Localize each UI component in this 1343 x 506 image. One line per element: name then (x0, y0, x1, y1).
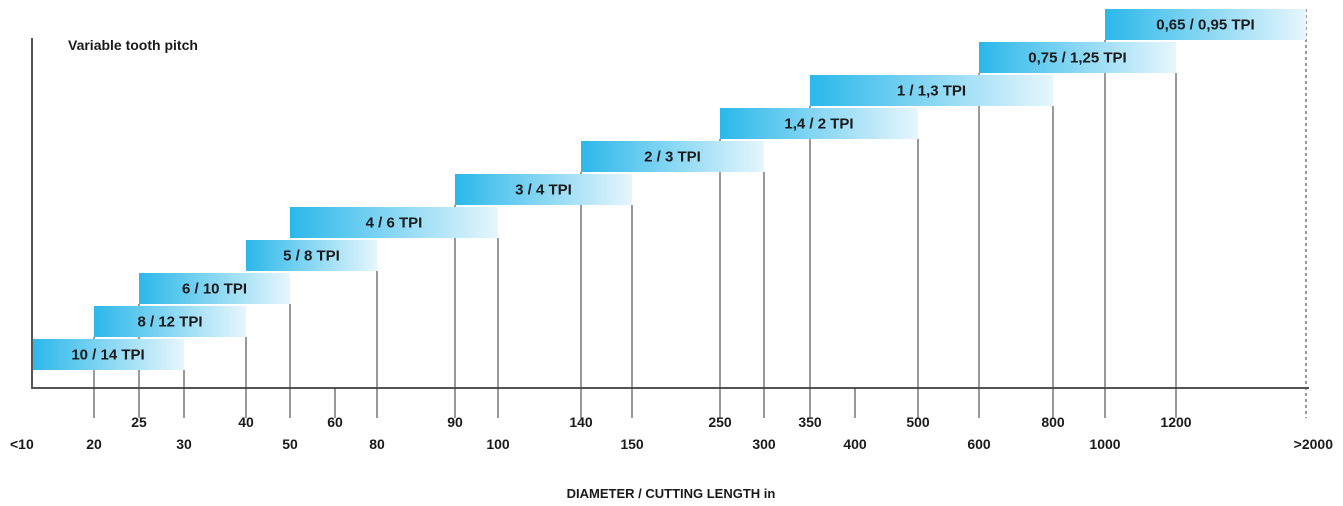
tick-label-90: 90 (447, 414, 463, 430)
tick-label-1200: 1200 (1160, 414, 1191, 430)
bar-label-5-8-tpi: 5 / 8 TPI (283, 248, 340, 265)
tick-label-40: 40 (238, 414, 254, 430)
bar-label-0-65-0-95-tpi: 0,65 / 0,95 TPI (1156, 17, 1254, 34)
tick-label-800: 800 (1041, 414, 1065, 430)
bar-3-4-tpi (455, 174, 632, 205)
bar-label-0-75-1-25-tpi: 0,75 / 1,25 TPI (1028, 50, 1126, 67)
chart-title: Variable tooth pitch (68, 37, 198, 53)
bar-drop-lines (93, 9, 1307, 418)
bar-1-1-3-tpi (810, 75, 1053, 106)
ticks-group: <10 20 25 30 40 50 60 80 90 100 140 150 250 300 350 400… (10, 388, 1333, 452)
tick-label-50: 50 (282, 436, 298, 452)
bars-group: 10 / 14 TPI 8 / 12 TPI 6 / 10 TPI 5 / 8 TPI… (32, 9, 1306, 370)
bar-label-4-6-tpi: 4 / 6 TPI (366, 215, 423, 232)
tick-label-80: 80 (369, 436, 385, 452)
tick-label-1000: 1000 (1089, 436, 1120, 452)
bar-label-2-3-tpi: 2 / 3 TPI (644, 149, 701, 166)
bar-label-1-1-3-tpi: 1 / 1,3 TPI (897, 83, 966, 100)
tick-label-10: <10 (10, 436, 34, 452)
tick-label-25: 25 (131, 414, 147, 430)
tick-label-60: 60 (327, 414, 343, 430)
bar-1-4-2-tpi (720, 108, 918, 139)
x-axis-label: DIAMETER / CUTTING LENGTH in (567, 486, 776, 501)
bar-2-3-tpi (581, 141, 764, 172)
bar-0-75-1-25-tpi (979, 42, 1176, 73)
tick-label-350: 350 (798, 414, 822, 430)
tick-label-2000: >2000 (1294, 436, 1334, 452)
tick-label-30: 30 (176, 436, 192, 452)
bar-4-6-tpi (290, 207, 498, 238)
tick-label-600: 600 (967, 436, 991, 452)
bar-5-8-tpi (246, 240, 377, 271)
tick-label-500: 500 (906, 414, 930, 430)
bar-10-14-tpi (32, 339, 184, 370)
tick-label-20: 20 (86, 436, 102, 452)
tick-label-150: 150 (620, 436, 644, 452)
bar-0-65-0-95-tpi (1105, 9, 1306, 40)
bar-label-10-14-tpi: 10 / 14 TPI (71, 347, 144, 364)
tick-label-400: 400 (843, 436, 867, 452)
bar-6-10-tpi (139, 273, 290, 304)
tick-label-300: 300 (752, 436, 776, 452)
bar-label-3-4-tpi: 3 / 4 TPI (515, 182, 572, 199)
bar-label-8-12-tpi: 8 / 12 TPI (137, 314, 202, 331)
bar-label-1-4-2-tpi: 1,4 / 2 TPI (784, 116, 853, 133)
axes-group (31, 38, 1309, 389)
tick-label-140: 140 (569, 414, 593, 430)
bar-8-12-tpi (94, 306, 246, 337)
tick-label-100: 100 (486, 436, 510, 452)
tick-label-250: 250 (708, 414, 732, 430)
bar-label-6-10-tpi: 6 / 10 TPI (182, 281, 247, 298)
